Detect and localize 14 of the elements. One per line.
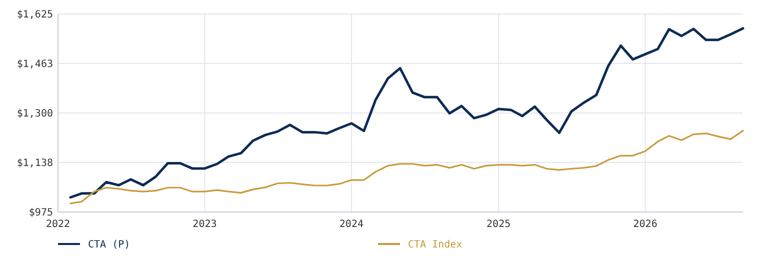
y-tick-label: $1,300 [16, 108, 53, 120]
x-tick-label: 2026 [633, 219, 658, 230]
x-tick-label: 2024 [339, 219, 364, 230]
legend-label: CTA (P) [88, 240, 130, 250]
y-tick-label: $975 [28, 208, 53, 218]
x-tick-label: 2022 [46, 219, 70, 230]
y-tick-label: $1,625 [16, 10, 53, 20]
legend-label: CTA Index [408, 240, 462, 250]
x-tick-label: 2025 [486, 219, 511, 230]
line-series [69, 27, 744, 199]
y-tick-label: $1,138 [16, 158, 53, 169]
line-series [70, 130, 744, 204]
y-tick-label: $1,463 [16, 58, 53, 70]
x-tick-label: 2023 [192, 219, 217, 230]
